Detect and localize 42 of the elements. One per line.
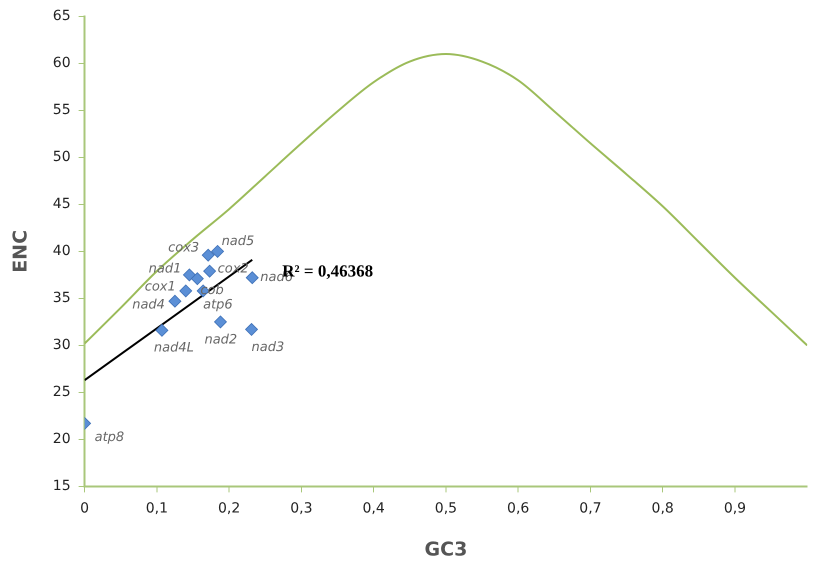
- y-tick-label: 30: [52, 337, 71, 354]
- y-tick-label: 25: [52, 384, 71, 400]
- point: [190, 272, 204, 286]
- annotation: atp6: [203, 297, 233, 312]
- point: [168, 294, 182, 308]
- point: [156, 324, 168, 337]
- y-tick-label: 50: [52, 149, 71, 166]
- annotation: nad2: [204, 332, 238, 348]
- annotation: nad4L: [154, 340, 194, 356]
- point: [211, 245, 224, 258]
- annotation: nad3: [252, 340, 284, 355]
- annotation: cox1: [144, 279, 176, 294]
- y-tick-label: 55: [52, 102, 71, 118]
- annotation: nad5: [222, 234, 254, 249]
- y-tick-label: 45: [52, 196, 71, 212]
- x-tick-label: 0,5: [434, 500, 458, 516]
- x-tick-label: 0,9: [724, 500, 746, 516]
- y-tick-label: 60: [52, 55, 71, 72]
- annotation: nad4: [132, 298, 165, 313]
- y-tick-label: 35: [52, 290, 71, 306]
- x-tick-label: 0,6: [507, 500, 530, 516]
- x-axis-title: GC3: [424, 538, 468, 561]
- x-tick-label: 0,4: [362, 500, 385, 516]
- point: [202, 248, 215, 262]
- point: [245, 323, 258, 336]
- y-axis-title: ENC: [9, 230, 32, 273]
- x-tick-label: 0,8: [652, 500, 674, 516]
- x-tick-label: 0,3: [290, 500, 313, 516]
- y-tick-label: 40: [52, 243, 71, 260]
- point: [246, 271, 259, 284]
- point: [203, 264, 216, 278]
- point: [182, 268, 196, 282]
- y-tick-label: 15: [52, 478, 71, 494]
- y-tick-label: 20: [52, 431, 71, 448]
- x-tick-label: 0,2: [218, 500, 240, 516]
- y-tick-label: 65: [52, 8, 71, 24]
- x-tick-label: 0: [80, 500, 90, 516]
- annotation: atp8: [94, 430, 124, 445]
- point: [179, 284, 192, 298]
- point: [214, 316, 227, 328]
- x-tick-label: 0,1: [146, 500, 168, 516]
- x-tick-label: 0,7: [579, 500, 602, 516]
